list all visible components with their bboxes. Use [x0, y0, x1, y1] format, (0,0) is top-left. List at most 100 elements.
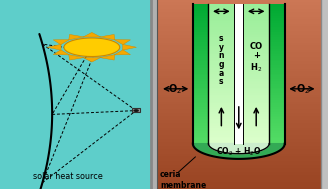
Bar	[193, 51, 209, 53]
Bar	[269, 121, 285, 123]
Bar	[193, 75, 209, 77]
Bar	[269, 5, 285, 8]
Bar	[151, 123, 328, 126]
Bar	[269, 30, 285, 32]
Bar	[151, 128, 328, 130]
Bar	[151, 177, 328, 180]
Bar	[193, 109, 209, 111]
Bar	[209, 37, 269, 39]
Bar	[193, 44, 209, 46]
Polygon shape	[83, 57, 101, 62]
Bar	[193, 16, 209, 18]
Bar	[193, 25, 209, 27]
Bar	[209, 140, 269, 142]
Bar	[209, 56, 269, 58]
Bar	[209, 121, 269, 123]
Bar	[151, 146, 328, 149]
Bar	[234, 4, 243, 144]
Bar	[269, 26, 285, 29]
Bar	[151, 73, 328, 76]
Bar	[269, 51, 285, 53]
Bar	[151, 71, 328, 74]
Bar	[269, 61, 285, 64]
Bar	[269, 23, 285, 25]
Bar	[193, 124, 209, 127]
Bar	[269, 107, 285, 109]
Bar	[209, 70, 269, 72]
Bar	[269, 16, 285, 18]
Bar	[209, 9, 269, 11]
Bar	[151, 59, 328, 62]
Bar	[193, 53, 209, 55]
Bar	[151, 47, 328, 50]
Bar	[151, 132, 328, 135]
Bar	[321, 0, 328, 189]
Bar	[209, 58, 269, 60]
Bar	[269, 11, 285, 13]
Bar	[209, 135, 269, 137]
Bar	[269, 21, 285, 23]
Bar	[151, 113, 328, 116]
Bar	[193, 18, 209, 20]
Bar	[193, 26, 209, 29]
Bar	[209, 109, 269, 111]
Bar	[269, 117, 285, 120]
Bar	[151, 109, 328, 111]
Bar	[209, 53, 269, 55]
Bar	[193, 70, 209, 72]
Bar	[151, 106, 328, 109]
Bar	[151, 36, 328, 38]
Bar	[193, 32, 209, 34]
Bar	[193, 77, 209, 79]
Bar	[269, 18, 285, 20]
Bar	[193, 126, 209, 128]
Bar	[209, 81, 269, 83]
Bar	[193, 96, 209, 99]
Bar	[193, 68, 209, 71]
Bar	[269, 37, 285, 39]
Bar	[151, 165, 328, 168]
Bar	[193, 84, 209, 86]
Bar	[151, 54, 328, 57]
Bar	[269, 65, 285, 67]
Bar	[209, 21, 269, 23]
Bar	[209, 98, 269, 100]
Bar	[209, 112, 269, 114]
Bar	[193, 119, 209, 121]
Polygon shape	[47, 44, 61, 50]
Bar	[193, 135, 209, 137]
Bar	[193, 30, 209, 32]
Bar	[151, 19, 328, 22]
Polygon shape	[114, 40, 131, 45]
Bar	[209, 4, 269, 6]
Bar	[209, 105, 269, 107]
Bar	[269, 77, 285, 79]
Bar	[269, 82, 285, 85]
Bar	[209, 74, 269, 76]
Bar	[209, 46, 269, 48]
Polygon shape	[53, 40, 70, 45]
Bar	[269, 135, 285, 137]
Bar	[209, 32, 269, 34]
Bar	[209, 84, 269, 86]
Bar	[151, 7, 328, 10]
Bar	[151, 64, 328, 67]
Bar	[151, 156, 328, 159]
Bar	[269, 58, 285, 60]
Bar	[209, 117, 269, 120]
Bar	[269, 68, 285, 71]
Bar	[209, 25, 269, 27]
Bar	[209, 142, 269, 144]
Bar	[269, 54, 285, 57]
Bar	[151, 173, 328, 175]
Bar	[151, 104, 328, 107]
Bar	[209, 18, 269, 20]
Bar	[193, 137, 209, 139]
Bar	[209, 91, 269, 93]
Bar	[269, 74, 285, 76]
Bar	[193, 37, 209, 39]
Bar	[151, 2, 328, 5]
Bar	[209, 33, 269, 36]
Bar	[209, 63, 269, 65]
Bar	[151, 24, 328, 26]
